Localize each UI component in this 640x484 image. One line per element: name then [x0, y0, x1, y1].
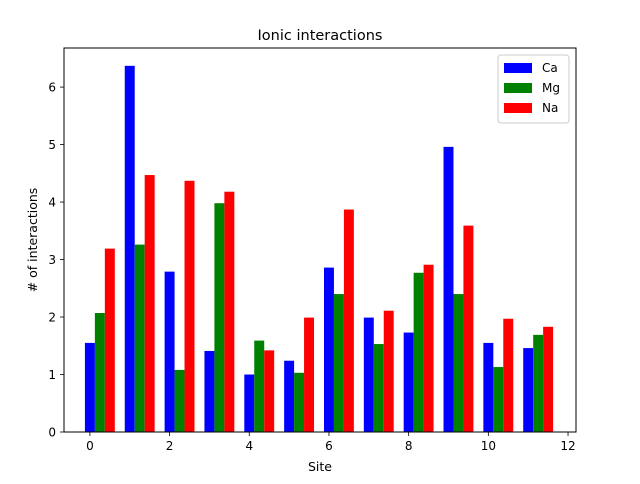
y-tick-label: 0	[48, 426, 56, 440]
bar-mg-site-5	[294, 372, 305, 432]
bar-ca-site-10	[483, 342, 494, 432]
y-tick-label: 3	[48, 253, 56, 267]
bar-na-site-4	[264, 350, 275, 432]
bar-mg-site-2	[174, 369, 185, 432]
y-tick-label: 1	[48, 368, 56, 382]
legend: Ca Mg Na	[497, 54, 570, 124]
x-tick-label: 8	[405, 439, 413, 453]
bar-ca-site-11	[523, 348, 534, 432]
y-tick-label: 4	[48, 196, 56, 210]
legend-label-na: Na	[542, 101, 558, 115]
bar-na-site-5	[304, 317, 315, 432]
x-axis: 0 2 4 6 8 10 12	[86, 432, 576, 453]
bar-mg-site-10	[493, 367, 504, 432]
y-tick-label: 6	[48, 81, 56, 95]
bars-layer	[84, 65, 554, 433]
bar-ca-site-2	[164, 271, 175, 432]
bar-ca-site-3	[204, 350, 215, 432]
bar-na-site-0	[104, 248, 115, 432]
legend-swatch-na	[504, 103, 532, 113]
bar-na-site-6	[343, 209, 354, 432]
x-tick-label: 12	[560, 439, 575, 453]
bar-na-site-7	[383, 310, 394, 432]
x-tick-label: 4	[245, 439, 253, 453]
bar-mg-site-3	[214, 203, 225, 432]
bar-mg-site-4	[254, 340, 265, 432]
bar-mg-site-8	[413, 272, 424, 432]
bar-ca-site-1	[124, 65, 135, 432]
bar-ca-site-5	[284, 360, 295, 432]
series-na	[104, 175, 554, 433]
chart-title: Ionic interactions	[258, 28, 383, 44]
y-tick-label: 2	[48, 311, 56, 325]
bar-ca-site-6	[323, 267, 334, 432]
x-tick-label: 2	[166, 439, 174, 453]
y-axis: 0 1 2 3 4 5 6	[48, 81, 64, 440]
legend-label-ca: Ca	[542, 61, 558, 75]
legend-swatch-ca	[504, 63, 532, 73]
bar-mg-site-6	[333, 294, 344, 432]
y-tick-label: 5	[48, 138, 56, 152]
bar-mg-site-7	[373, 344, 384, 432]
bar-ca-site-4	[244, 374, 255, 432]
x-tick-label: 6	[325, 439, 333, 453]
plot-frame	[63, 47, 577, 433]
bar-ca-site-7	[363, 317, 374, 432]
series-ca	[84, 65, 534, 432]
bar-ca-site-9	[443, 146, 454, 432]
legend-swatch-mg	[504, 83, 532, 93]
bar-na-site-1	[144, 175, 155, 433]
x-tick-label: 10	[481, 439, 496, 453]
bar-na-site-9	[463, 225, 474, 432]
bar-na-site-10	[503, 318, 514, 432]
legend-label-mg: Mg	[542, 81, 560, 95]
y-axis-label: # of interactions	[25, 188, 40, 293]
bar-na-site-8	[423, 264, 434, 432]
bar-mg-site-0	[94, 313, 105, 432]
bar-ca-site-8	[403, 332, 414, 432]
bar-na-site-2	[184, 180, 195, 432]
bar-mg-site-11	[533, 334, 544, 432]
series-mg	[94, 203, 544, 432]
bar-ca-site-0	[84, 342, 95, 432]
x-tick-label: 0	[86, 439, 94, 453]
bar-mg-site-1	[134, 244, 145, 432]
bar-na-site-3	[224, 191, 235, 432]
x-axis-label: Site	[308, 459, 332, 474]
bar-mg-site-9	[453, 294, 464, 432]
bar-na-site-11	[543, 326, 554, 432]
